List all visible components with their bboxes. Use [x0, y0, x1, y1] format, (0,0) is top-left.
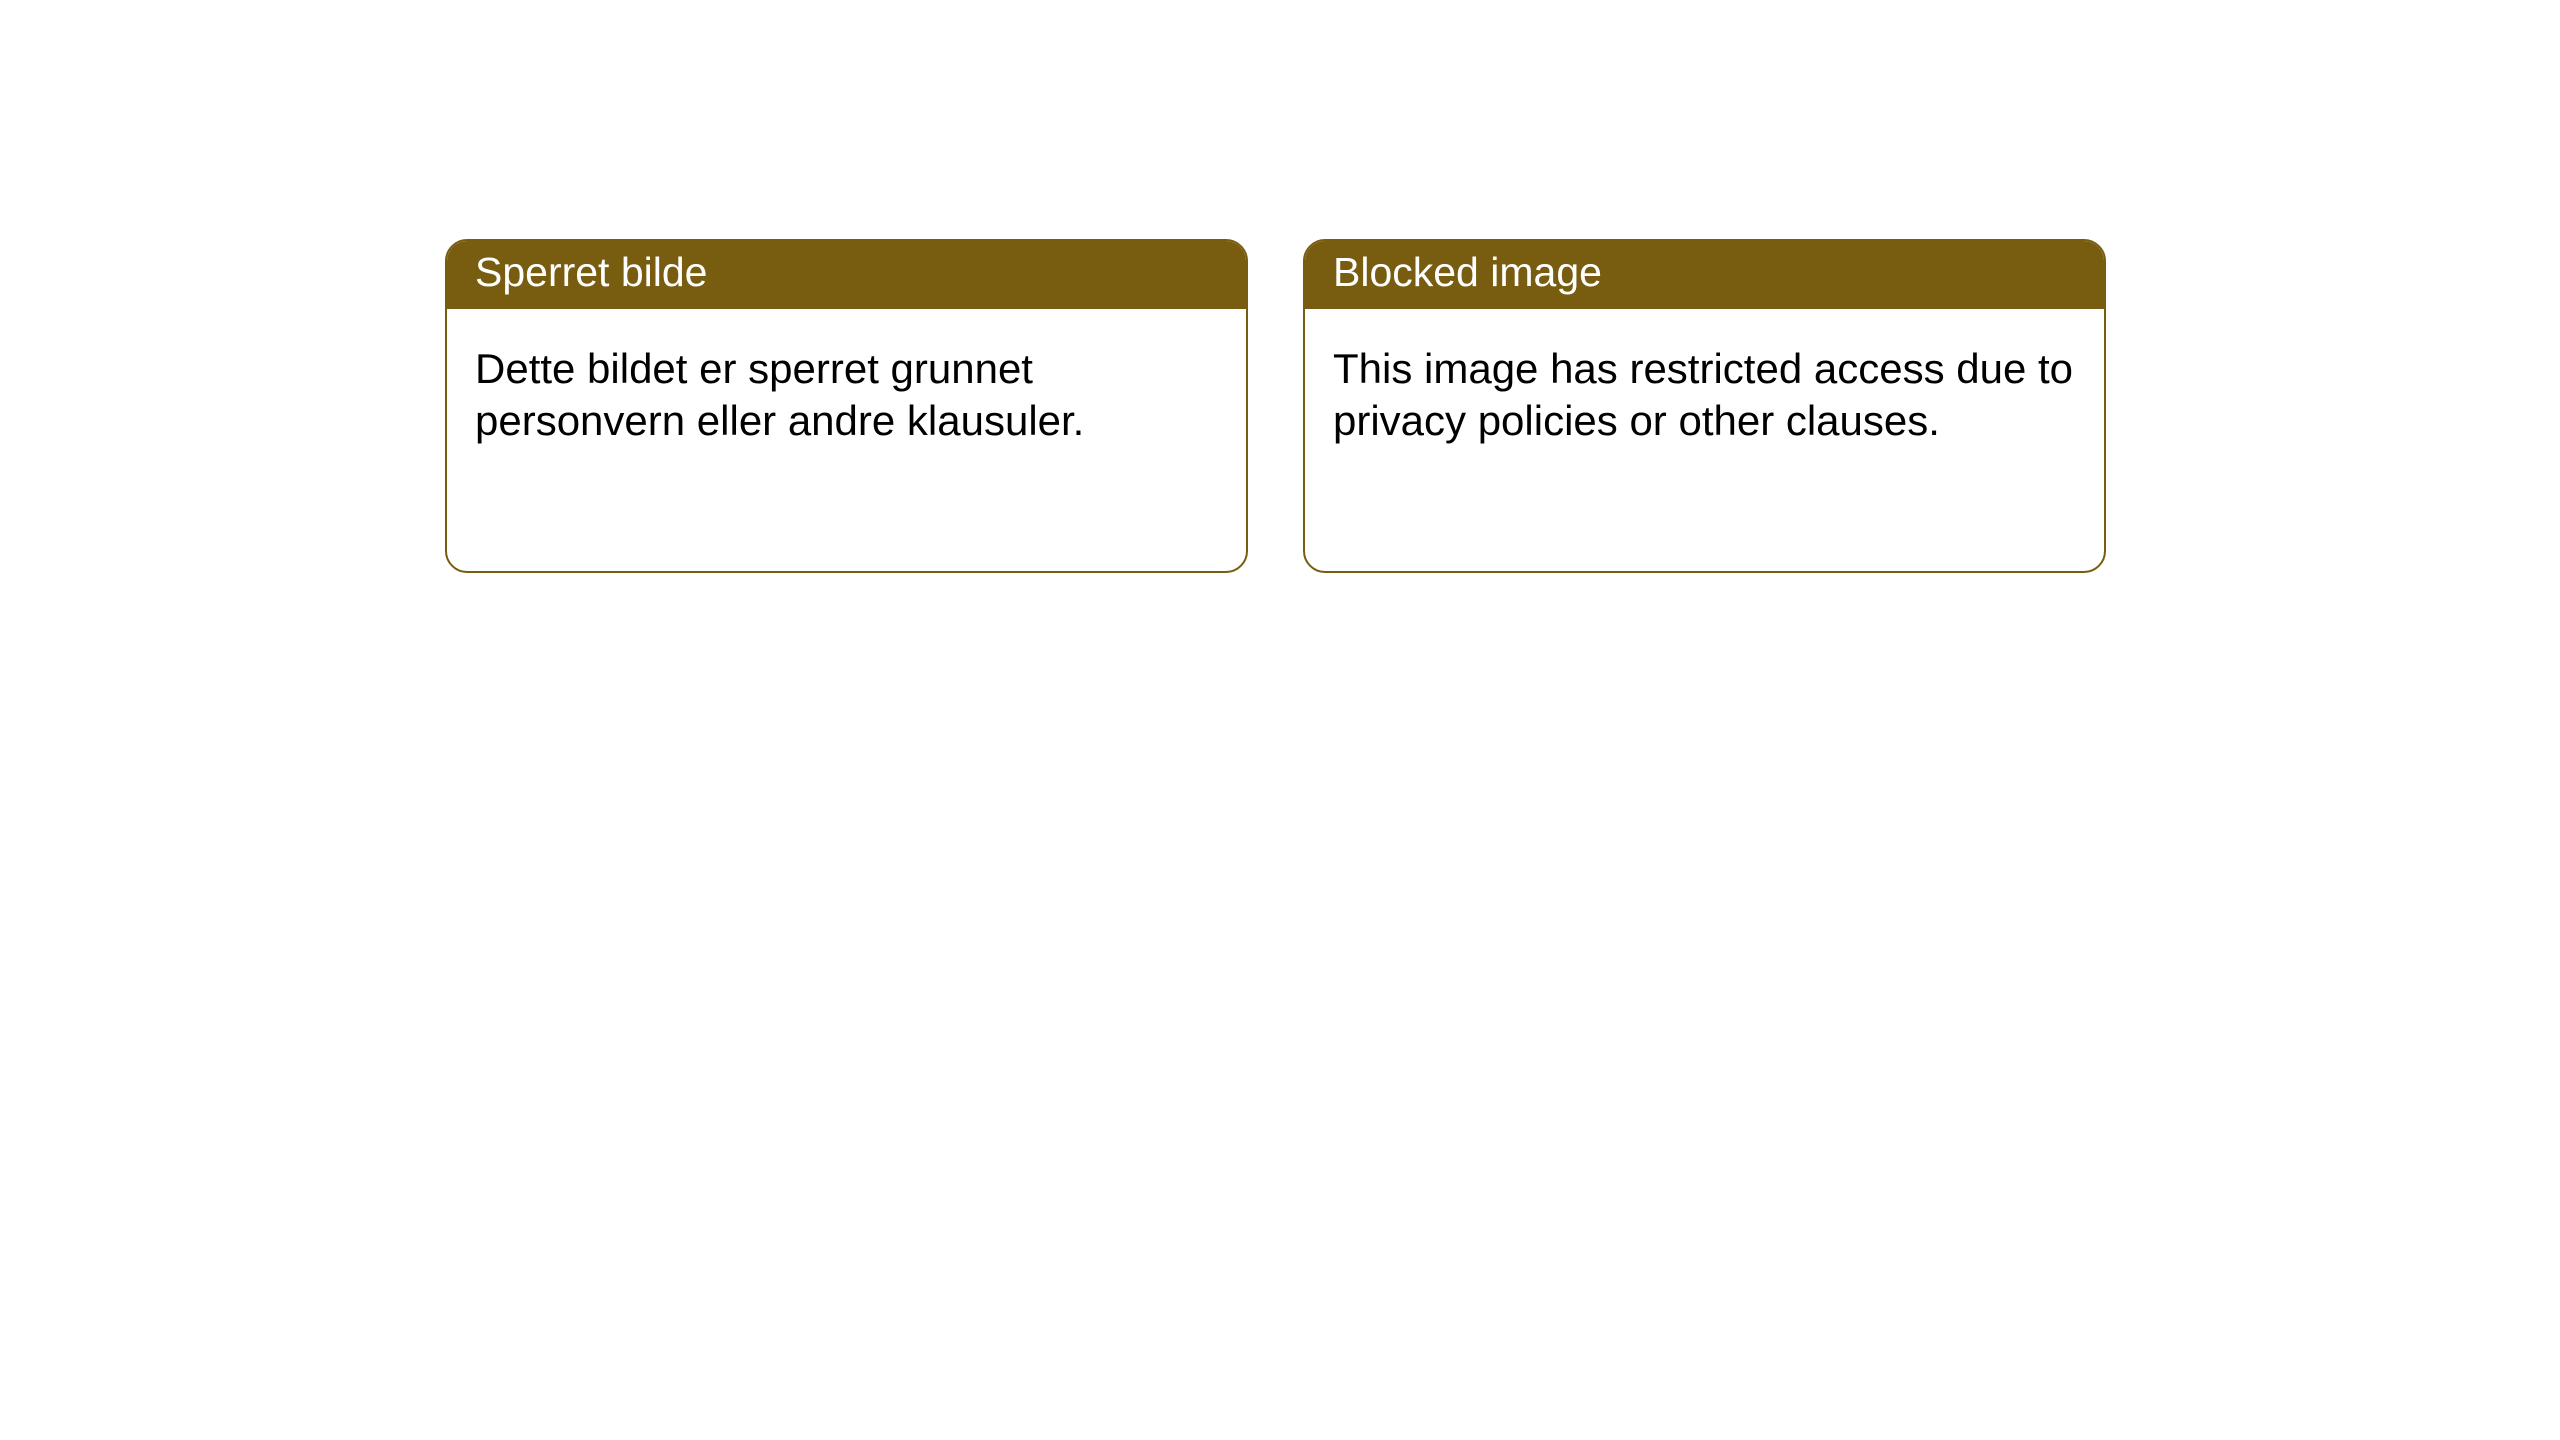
notice-card-en: Blocked image This image has restricted …: [1303, 239, 2106, 573]
notice-cards-container: Sperret bilde Dette bildet er sperret gr…: [445, 239, 2560, 573]
notice-card-body: This image has restricted access due to …: [1305, 309, 2104, 480]
notice-card-title: Sperret bilde: [447, 241, 1246, 309]
notice-card-no: Sperret bilde Dette bildet er sperret gr…: [445, 239, 1248, 573]
notice-card-body: Dette bildet er sperret grunnet personve…: [447, 309, 1246, 480]
notice-card-title: Blocked image: [1305, 241, 2104, 309]
